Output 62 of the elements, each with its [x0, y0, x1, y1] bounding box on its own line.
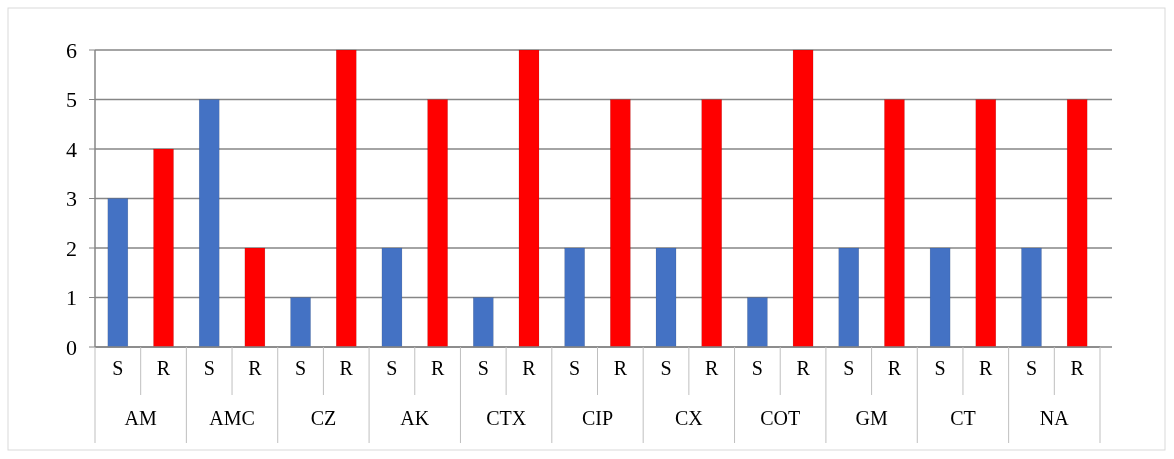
text: R: [887, 357, 902, 379]
text: R: [705, 357, 719, 379]
bar: [518, 49, 540, 348]
bar: [975, 99, 997, 348]
x-tick-label: NA: [1039, 407, 1070, 429]
y-tick-label: 1: [66, 285, 77, 311]
bar: [792, 49, 814, 348]
bar: [381, 247, 403, 348]
bar: [290, 297, 311, 348]
x-tick-label: AMC: [209, 407, 255, 429]
bar: [107, 198, 129, 348]
bar: [929, 247, 951, 348]
x-tick-label: CT: [950, 407, 976, 429]
text: R: [613, 357, 628, 379]
y-tick-label: 0: [66, 334, 77, 360]
bar: [655, 247, 677, 348]
bar: [198, 99, 220, 348]
text: R: [796, 357, 810, 379]
bar: [1066, 99, 1088, 348]
text: S: [569, 357, 581, 379]
x-tick-label: AK: [400, 407, 430, 429]
text: S: [751, 357, 763, 379]
y-tick-label: 5: [66, 87, 77, 113]
legend-label: R: [156, 357, 171, 379]
y-tick-label: 3: [66, 186, 77, 212]
x-tick-label: GM: [855, 407, 888, 429]
bar: [244, 247, 266, 348]
bar: [153, 148, 174, 348]
text: S: [660, 357, 672, 379]
bar: [1021, 247, 1042, 348]
bar: [838, 247, 859, 348]
text: S: [1025, 357, 1038, 379]
text: S: [203, 357, 215, 379]
y-tick-label: 4: [66, 136, 77, 162]
text: S: [477, 357, 489, 379]
bar: [884, 99, 905, 348]
bar: [610, 99, 631, 348]
y-tick-label: 2: [66, 235, 77, 261]
x-tick-label: CZ: [310, 407, 337, 429]
x-tick-label: CX: [674, 407, 704, 429]
text: R: [522, 357, 536, 379]
bar: [427, 99, 448, 348]
series-label: S: [112, 357, 124, 379]
text: R: [979, 357, 993, 379]
x-tick-label: CIP: [581, 407, 614, 429]
bar: [473, 297, 494, 348]
text: S: [295, 357, 307, 379]
text: R: [248, 357, 262, 379]
bar: [701, 99, 722, 348]
text: S: [934, 357, 946, 379]
bar: [564, 247, 585, 348]
text: R: [1070, 357, 1084, 379]
bar: [336, 49, 357, 348]
text: R: [430, 357, 445, 379]
x-tick-label: COT: [760, 407, 801, 429]
text: S: [386, 357, 398, 379]
text: R: [339, 357, 353, 379]
text: S: [843, 357, 855, 379]
y-tick-label: 6: [66, 37, 77, 63]
x-tick-label: CTX: [486, 407, 527, 429]
bar: [747, 297, 768, 348]
x-tick-label: AM: [124, 407, 158, 429]
